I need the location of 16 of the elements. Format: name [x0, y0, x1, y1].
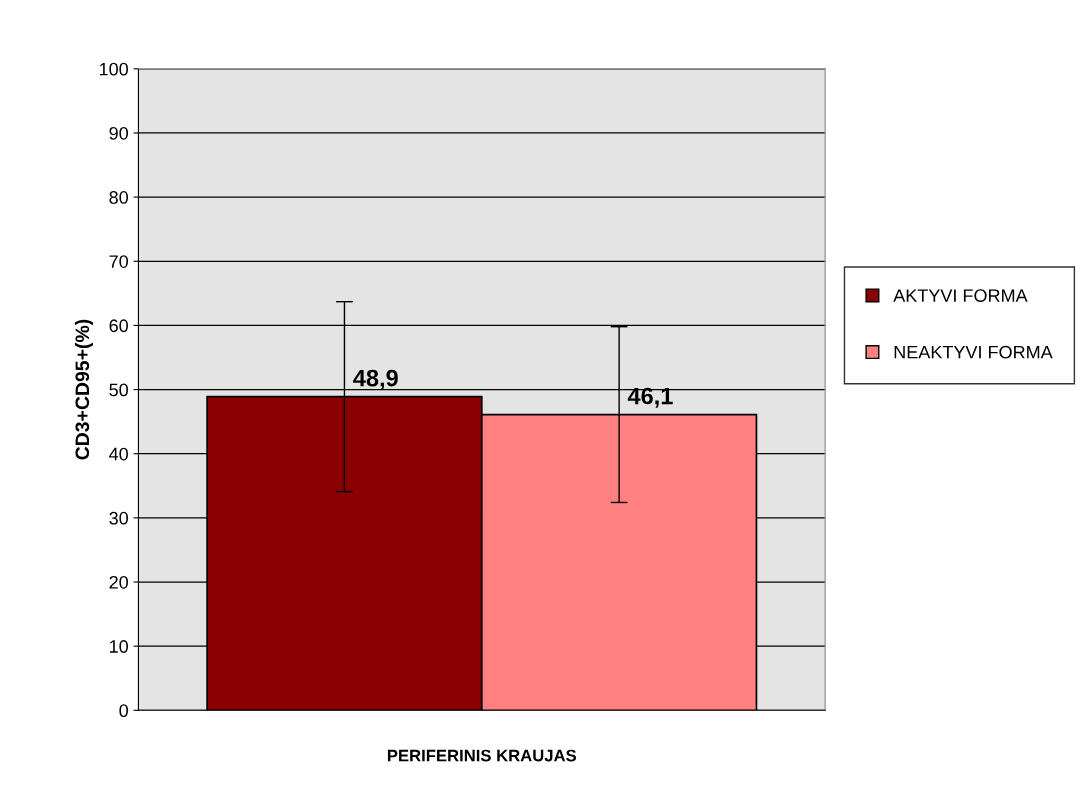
y-tick-label: 70: [109, 255, 128, 268]
y-tick-label: 0: [119, 704, 128, 718]
legend-label: AKTYVI FORMA: [893, 289, 1028, 302]
y-tick-label: 60: [109, 319, 128, 333]
y-tick-label: 10: [110, 640, 128, 653]
y-tick-label: 30: [109, 511, 128, 525]
y-axis-title: CD3+CD95+(%): [74, 319, 94, 460]
y-tick-label: 80: [109, 191, 128, 204]
x-tick-label: PERIFERINIS KRAUJAS: [387, 749, 577, 762]
y-tick-label: 90: [109, 126, 128, 140]
y-tick-label: 20: [109, 575, 128, 589]
data-label: 48,9: [353, 369, 398, 390]
y-tick-label: 100: [99, 62, 128, 76]
y-tick-label: 50: [109, 383, 128, 397]
legend-label: NEAKTYVI FORMA: [894, 345, 1053, 359]
y-tick-label: 40: [109, 447, 128, 461]
